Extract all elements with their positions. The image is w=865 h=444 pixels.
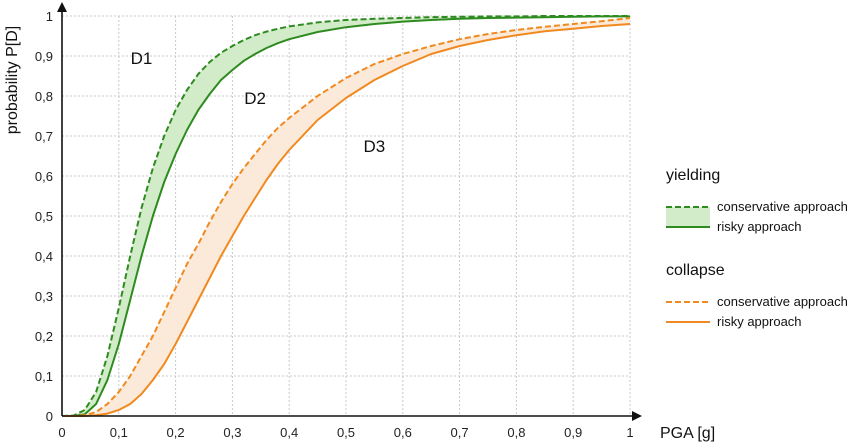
legend-label-conservative: conservative approach xyxy=(717,199,848,214)
y-axis-title: probability P[D] xyxy=(4,26,21,135)
yielding-conservative-line xyxy=(61,15,630,417)
x-tick-label: 1 xyxy=(626,425,633,440)
region-label-d1: D1 xyxy=(131,49,153,68)
x-tick-label: 0,3 xyxy=(223,425,241,440)
x-tick-label: 0,8 xyxy=(507,425,525,440)
legend-label-risky: risky approach xyxy=(717,314,802,329)
legend-title-collapse: collapse xyxy=(666,262,725,279)
legend-label-conservative: conservative approach xyxy=(717,294,848,309)
x-tick-label: 0 xyxy=(58,425,65,440)
legend-band-swatch xyxy=(666,207,710,227)
series-lines xyxy=(61,15,631,417)
x-axis-title: PGA [g] xyxy=(660,425,715,442)
y-tick-label: 0,1 xyxy=(35,369,53,384)
legend-title-yielding: yielding xyxy=(666,167,720,184)
axes xyxy=(57,2,642,421)
legend-label-risky: risky approach xyxy=(717,219,802,234)
x-tick-label: 0,2 xyxy=(167,425,185,440)
x-tick-label: 0,5 xyxy=(337,425,355,440)
y-tick-label: 0,7 xyxy=(35,129,53,144)
y-tick-label: 0,9 xyxy=(35,49,53,64)
tick-labels: 0 0,1 0,2 0,3 0,4 0,5 0,6 0,7 0,8 0,9 1 0 0,1 0,2 0,3 0… xyxy=(35,9,634,440)
y-tick-label: 0,4 xyxy=(35,249,53,264)
x-tick-label: 0,1 xyxy=(110,425,128,440)
y-tick-label: 0,8 xyxy=(35,89,53,104)
y-tick-label: 1 xyxy=(46,9,53,24)
collapse-risky-line xyxy=(62,23,631,417)
legend: yielding conservative approach risky appro… xyxy=(666,167,848,329)
y-tick-label: 0,3 xyxy=(35,289,53,304)
region-label-d3: D3 xyxy=(364,137,386,156)
region-label-d2: D2 xyxy=(244,89,266,108)
region-labels: D1 D2 D3 xyxy=(131,49,386,156)
y-tick-label: 0 xyxy=(46,409,53,424)
x-tick-label: 0,9 xyxy=(564,425,582,440)
y-tick-label: 0,5 xyxy=(35,209,53,224)
y-tick-label: 0,2 xyxy=(35,329,53,344)
y-axis-arrow xyxy=(57,2,67,12)
collapse-conservative-line xyxy=(62,17,631,417)
yielding-risky-line xyxy=(62,15,630,417)
x-tick-label: 0,7 xyxy=(451,425,469,440)
y-tick-label: 0,6 xyxy=(35,169,53,184)
x-tick-label: 0,6 xyxy=(394,425,412,440)
x-axis-arrow xyxy=(632,411,642,421)
x-tick-label: 0,4 xyxy=(280,425,298,440)
